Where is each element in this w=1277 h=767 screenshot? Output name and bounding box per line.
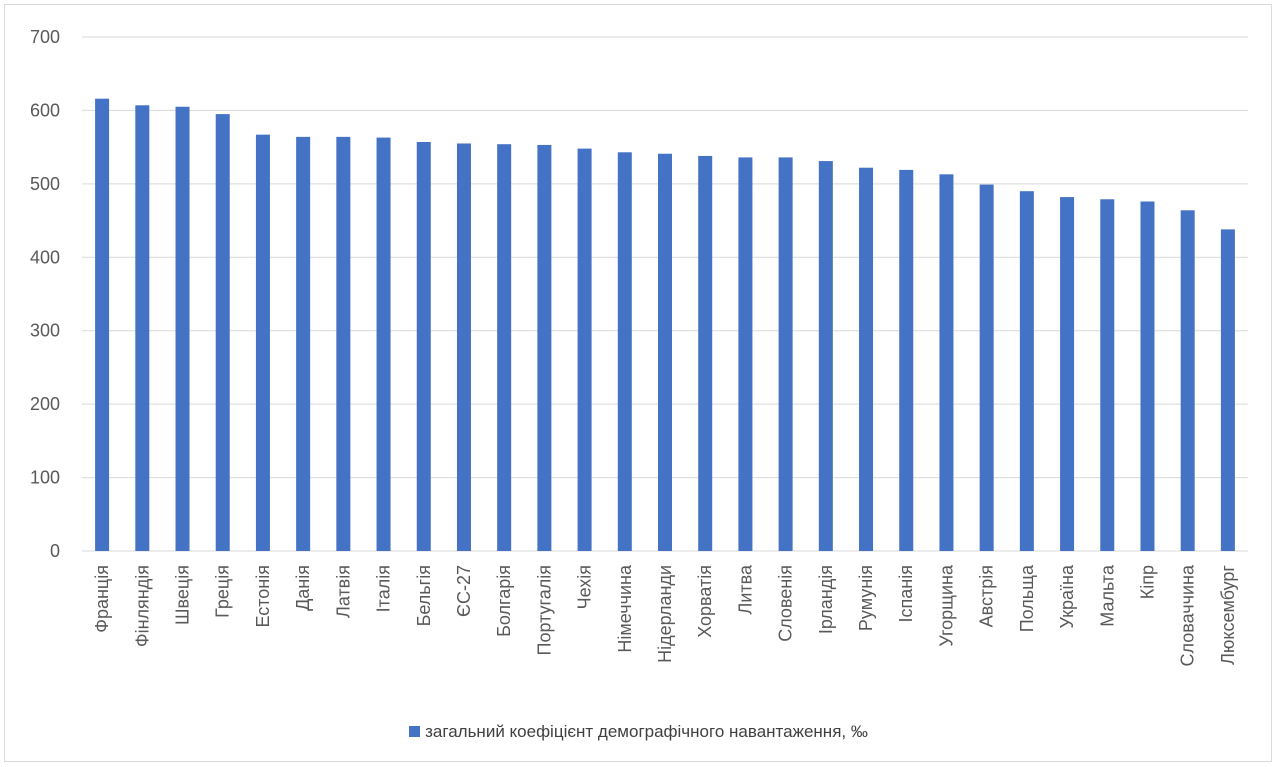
bar bbox=[416, 142, 431, 551]
y-axis-ticks: 0 100 200 300 400 500 600 700 bbox=[30, 27, 60, 561]
bar bbox=[537, 144, 552, 551]
x-tick-label: Португалія bbox=[534, 565, 554, 655]
x-tick-label: Угорщина bbox=[936, 564, 956, 647]
y-tick-label: 300 bbox=[30, 321, 60, 341]
x-tick-label: Чехія bbox=[575, 565, 595, 609]
x-axis-ticks: Франція Фінляндія Швеція Греція Естонія Данія… bbox=[92, 564, 1238, 666]
bar bbox=[135, 105, 150, 551]
x-tick-label: Естонія bbox=[253, 565, 273, 628]
bar bbox=[296, 136, 311, 551]
bar bbox=[738, 157, 753, 551]
bar bbox=[1220, 229, 1235, 551]
x-tick-label: Італія bbox=[374, 565, 394, 612]
bar bbox=[497, 144, 512, 551]
x-tick-label: Швеція bbox=[173, 565, 193, 625]
bar bbox=[698, 155, 713, 551]
x-tick-label: Люксембург bbox=[1218, 565, 1238, 665]
y-tick-label: 700 bbox=[30, 27, 60, 47]
x-tick-label: Кіпр bbox=[1137, 565, 1157, 599]
bar bbox=[778, 157, 793, 551]
bar bbox=[617, 152, 632, 552]
x-tick-label: Латвія bbox=[333, 565, 353, 618]
x-tick-label: Іспанія bbox=[896, 565, 916, 622]
x-tick-label: Болгарія bbox=[494, 565, 514, 637]
y-tick-label: 500 bbox=[30, 174, 60, 194]
legend-swatch bbox=[409, 726, 421, 737]
bar bbox=[1019, 191, 1034, 551]
y-tick-label: 400 bbox=[30, 247, 60, 267]
x-tick-label: Словаччина bbox=[1178, 564, 1198, 666]
y-tick-label: 600 bbox=[30, 100, 60, 120]
legend: загальний коефіцієнт демографічного нава… bbox=[0, 722, 1277, 742]
x-tick-label: Греція bbox=[213, 565, 233, 618]
x-tick-label: Румунія bbox=[856, 565, 876, 631]
bars bbox=[95, 98, 1235, 552]
x-tick-label: Словенія bbox=[776, 565, 796, 642]
bar bbox=[456, 143, 471, 551]
bar bbox=[899, 169, 914, 552]
bar bbox=[336, 136, 351, 551]
bar bbox=[1100, 199, 1115, 551]
legend-label: загальний коефіцієнт демографічного нава… bbox=[425, 722, 868, 741]
bar bbox=[215, 114, 230, 551]
x-tick-label: Україна bbox=[1057, 564, 1077, 628]
x-tick-label: Хорватія bbox=[695, 565, 715, 638]
bar bbox=[658, 153, 672, 551]
x-tick-label: Мальта bbox=[1097, 564, 1117, 627]
bar bbox=[1180, 210, 1195, 551]
x-tick-label: Франція bbox=[92, 565, 112, 633]
x-tick-label: Данія bbox=[293, 565, 313, 611]
bar bbox=[577, 148, 592, 551]
bar bbox=[859, 167, 874, 551]
y-tick-label: 0 bbox=[50, 541, 60, 561]
x-tick-label: Австрія bbox=[977, 565, 997, 627]
bar bbox=[979, 184, 994, 551]
bar bbox=[175, 106, 190, 551]
y-tick-label: 200 bbox=[30, 394, 60, 414]
bar bbox=[376, 137, 391, 551]
x-tick-label: Фінляндія bbox=[132, 565, 152, 647]
bar bbox=[1140, 201, 1155, 552]
x-tick-label: ЄС-27 bbox=[454, 565, 474, 617]
x-tick-label: Нідерланди bbox=[655, 565, 675, 663]
y-tick-label: 100 bbox=[30, 468, 60, 488]
bar bbox=[255, 134, 270, 551]
x-tick-label: Польща bbox=[1017, 564, 1037, 632]
bar bbox=[1060, 197, 1075, 551]
bar bbox=[939, 174, 954, 551]
x-tick-label: Німеччина bbox=[615, 564, 635, 653]
x-tick-label: Ірландія bbox=[816, 565, 836, 634]
bar bbox=[818, 161, 833, 551]
x-tick-label: Бельгія bbox=[414, 565, 434, 626]
bar bbox=[95, 98, 110, 552]
x-tick-label: Литва bbox=[735, 564, 755, 614]
